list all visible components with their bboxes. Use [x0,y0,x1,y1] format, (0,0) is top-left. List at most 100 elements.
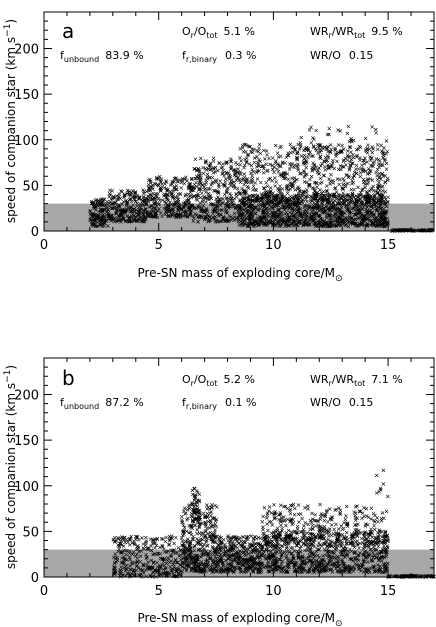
data-point [308,212,313,217]
data-point [110,206,115,211]
data-point [151,214,156,219]
data-point [242,552,247,557]
data-point [88,218,92,222]
data-point [281,218,286,223]
data-point [271,206,276,211]
data-point [383,173,387,178]
data-point [177,203,181,208]
data-point [341,159,346,164]
data-point [268,176,273,181]
data-point [237,178,241,183]
wr-o-annotation: WR/O 0.15 [310,49,373,62]
data-point [276,162,280,166]
data-point [286,569,290,574]
data-point [123,209,128,214]
data-point [120,202,125,206]
data-point [166,214,171,219]
data-point [346,224,351,229]
data-point [254,188,259,193]
data-point [258,556,263,560]
data-point [113,200,117,205]
data-point [185,507,190,512]
data-point [254,164,259,169]
data-point [298,140,303,145]
data-point [261,170,266,175]
data-point [191,556,195,561]
data-point [218,179,223,183]
data-point [302,153,307,158]
data-point [241,196,246,200]
data-point [172,202,177,207]
data-point [328,164,333,169]
data-point [365,554,370,559]
data-point [259,567,263,571]
data-point [320,533,324,538]
data-point [341,182,346,187]
data-point [347,564,352,568]
data-point [119,189,123,193]
data-point [312,193,317,198]
data-point [356,563,361,567]
data-point [200,183,205,187]
data-point [208,511,213,515]
data-point [384,161,389,166]
data-point [302,205,307,209]
data-point [166,556,170,560]
data-point [347,205,351,210]
data-point [330,216,334,221]
data-point [193,503,198,507]
data-point [276,186,280,191]
data-point [170,180,174,184]
data-point [121,538,126,542]
data-point [92,206,97,211]
data-point [298,563,303,567]
data-point [137,195,142,199]
data-point [169,553,173,558]
data-point [368,200,373,205]
data-point [370,178,375,183]
data-point [379,143,383,148]
data-point [196,214,201,219]
data-point [381,156,385,160]
data-point [183,194,187,198]
data-point [136,537,141,542]
data-point [354,155,359,159]
data-point [295,195,300,200]
data-point [327,126,332,131]
data-point [196,191,200,196]
data-point [182,525,187,530]
data-point [188,182,192,187]
data-point [258,217,263,222]
data-point [227,173,232,178]
data-point [130,560,134,565]
data-point [298,546,303,551]
data-point [257,550,262,554]
data-point [256,569,261,573]
data-point [117,218,121,223]
data-point [193,562,197,567]
data-point [231,540,235,544]
data-point [385,544,390,548]
data-point [266,210,271,215]
data-point [323,155,328,160]
data-point [130,562,134,566]
data-point [250,562,255,567]
data-point [314,165,318,169]
data-point [351,200,356,205]
data-point [359,222,364,227]
data-point [133,194,138,199]
data-point [303,189,307,194]
data-point [162,206,167,211]
data-point [132,213,136,218]
data-point [309,125,313,130]
data-point [238,206,243,211]
data-point [140,568,145,573]
data-point [307,204,311,209]
data-point [188,181,192,186]
data-point [290,545,295,550]
data-point [262,553,267,558]
data-point [121,199,126,204]
data-point [239,567,243,572]
data-point [260,519,265,524]
data-point [262,212,266,217]
